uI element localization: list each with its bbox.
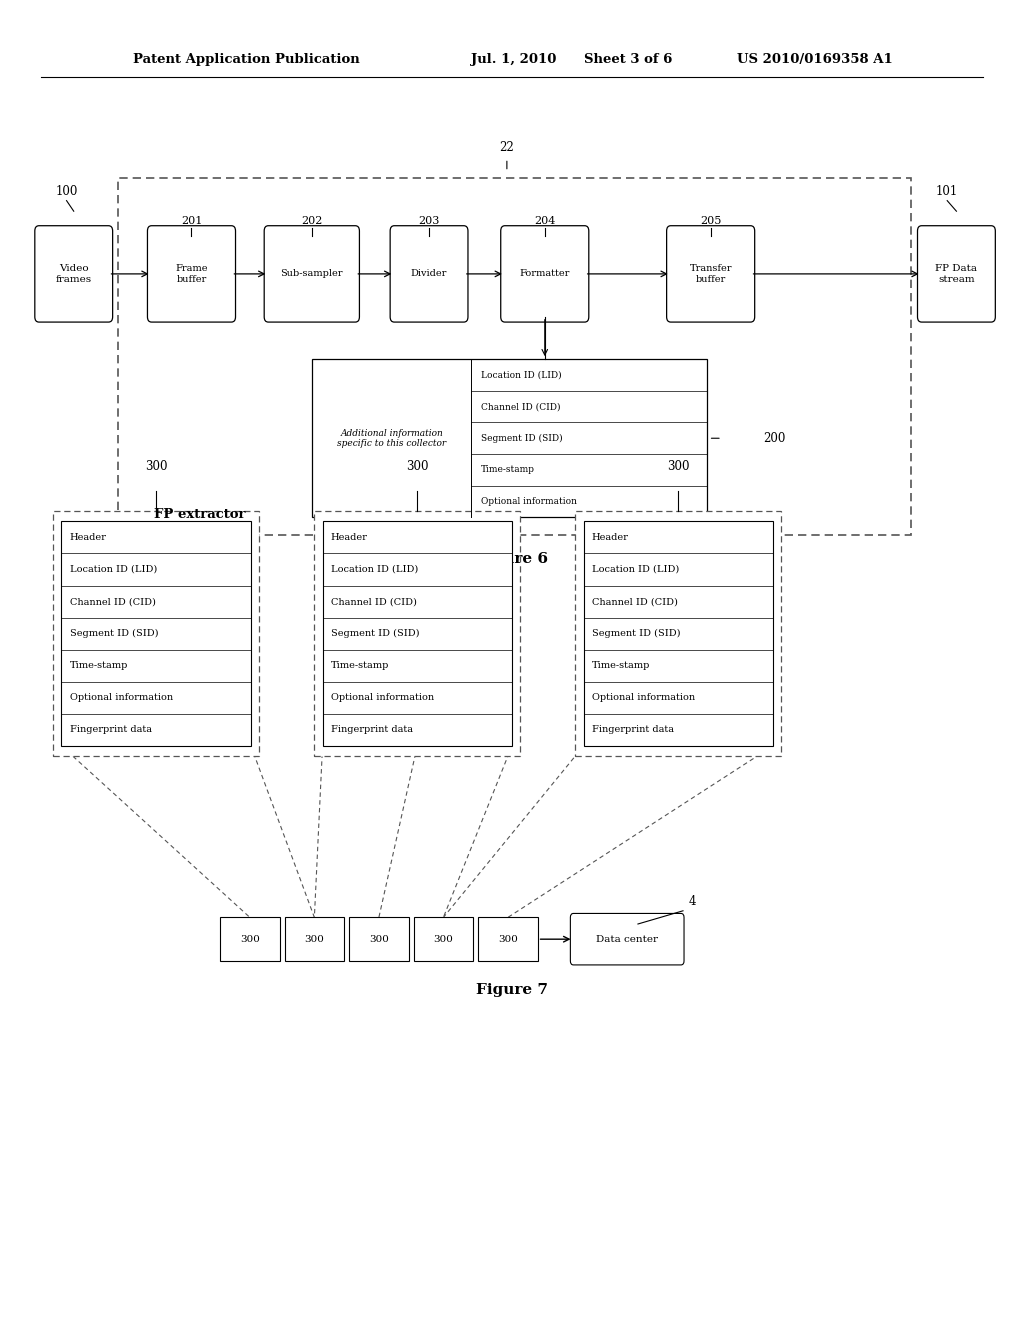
Text: Jul. 1, 2010: Jul. 1, 2010 — [471, 53, 556, 66]
Bar — [53, 511, 259, 756]
Text: Location ID (LID): Location ID (LID) — [70, 565, 157, 574]
Bar — [285, 917, 344, 961]
Text: Optional information: Optional information — [481, 498, 578, 506]
Text: Patent Application Publication: Patent Application Publication — [133, 53, 359, 66]
Text: Segment ID (SID): Segment ID (SID) — [481, 434, 563, 442]
Text: Header: Header — [331, 533, 368, 543]
Text: Time-stamp: Time-stamp — [592, 661, 650, 671]
Text: Location ID (LID): Location ID (LID) — [331, 565, 418, 574]
Text: Optional information: Optional information — [331, 693, 434, 702]
Text: 300: 300 — [407, 459, 428, 473]
Text: 4: 4 — [688, 895, 695, 908]
Text: Time-stamp: Time-stamp — [70, 661, 128, 671]
Text: Sub-sampler: Sub-sampler — [281, 269, 343, 279]
Bar — [61, 521, 251, 746]
FancyBboxPatch shape — [35, 226, 113, 322]
Text: 201: 201 — [181, 215, 202, 226]
Text: US 2010/0169358 A1: US 2010/0169358 A1 — [737, 53, 893, 66]
FancyBboxPatch shape — [918, 226, 995, 322]
Text: 300: 300 — [240, 935, 260, 944]
Text: Header: Header — [592, 533, 629, 543]
FancyBboxPatch shape — [570, 913, 684, 965]
Text: 200: 200 — [763, 432, 785, 445]
Text: Figure 7: Figure 7 — [476, 983, 548, 998]
Text: 100: 100 — [55, 185, 78, 198]
FancyBboxPatch shape — [667, 226, 755, 322]
Text: Additional information
specific to this collector: Additional information specific to this … — [337, 429, 446, 447]
Bar — [118, 178, 911, 535]
Text: 300: 300 — [369, 935, 389, 944]
Bar — [349, 917, 409, 961]
Text: Segment ID (SID): Segment ID (SID) — [592, 630, 680, 638]
Text: Segment ID (SID): Segment ID (SID) — [70, 630, 158, 638]
Text: Formatter: Formatter — [519, 269, 570, 279]
Text: 300: 300 — [668, 459, 689, 473]
Text: Fingerprint data: Fingerprint data — [70, 725, 152, 734]
Text: 203: 203 — [419, 215, 439, 226]
FancyBboxPatch shape — [390, 226, 468, 322]
Text: Figure 6: Figure 6 — [476, 552, 548, 566]
Text: 300: 300 — [498, 935, 518, 944]
Text: Location ID (LID): Location ID (LID) — [481, 371, 562, 379]
Bar — [584, 521, 773, 746]
Text: 300: 300 — [304, 935, 325, 944]
Bar — [323, 521, 512, 746]
Bar — [312, 359, 707, 517]
Text: Channel ID (CID): Channel ID (CID) — [592, 597, 678, 606]
Text: Location ID (LID): Location ID (LID) — [592, 565, 679, 574]
Text: Fingerprint data: Fingerprint data — [331, 725, 413, 734]
Bar — [220, 917, 280, 961]
Text: Divider: Divider — [411, 269, 447, 279]
Bar — [575, 511, 781, 756]
Text: FP extractor: FP extractor — [154, 508, 245, 521]
Bar — [314, 511, 520, 756]
Text: 101: 101 — [936, 185, 958, 198]
Text: Frame
buffer: Frame buffer — [175, 264, 208, 284]
Text: Data center: Data center — [596, 935, 658, 944]
FancyBboxPatch shape — [147, 226, 236, 322]
Bar — [478, 917, 538, 961]
Text: 202: 202 — [301, 215, 323, 226]
Bar — [414, 917, 473, 961]
Text: Header: Header — [70, 533, 106, 543]
Text: 205: 205 — [700, 215, 721, 226]
Text: Transfer
buffer: Transfer buffer — [689, 264, 732, 284]
Text: Fingerprint data: Fingerprint data — [592, 725, 674, 734]
Text: Segment ID (SID): Segment ID (SID) — [331, 630, 419, 638]
Text: 22: 22 — [500, 141, 514, 154]
Text: 300: 300 — [433, 935, 454, 944]
Text: Channel ID (CID): Channel ID (CID) — [70, 597, 156, 606]
Text: 300: 300 — [145, 459, 167, 473]
Text: Video
frames: Video frames — [55, 264, 92, 284]
FancyBboxPatch shape — [264, 226, 359, 322]
Text: 204: 204 — [535, 215, 555, 226]
FancyBboxPatch shape — [501, 226, 589, 322]
Text: Channel ID (CID): Channel ID (CID) — [331, 597, 417, 606]
Text: Optional information: Optional information — [592, 693, 695, 702]
Text: Optional information: Optional information — [70, 693, 173, 702]
Text: Time-stamp: Time-stamp — [481, 466, 536, 474]
Text: Time-stamp: Time-stamp — [331, 661, 389, 671]
Text: Channel ID (CID): Channel ID (CID) — [481, 403, 561, 411]
Text: Sheet 3 of 6: Sheet 3 of 6 — [584, 53, 672, 66]
Text: FP Data
stream: FP Data stream — [935, 264, 978, 284]
